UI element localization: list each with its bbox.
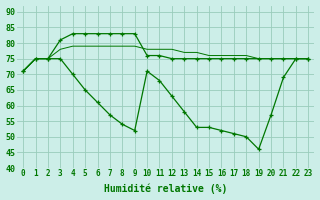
X-axis label: Humidité relative (%): Humidité relative (%) — [104, 184, 228, 194]
